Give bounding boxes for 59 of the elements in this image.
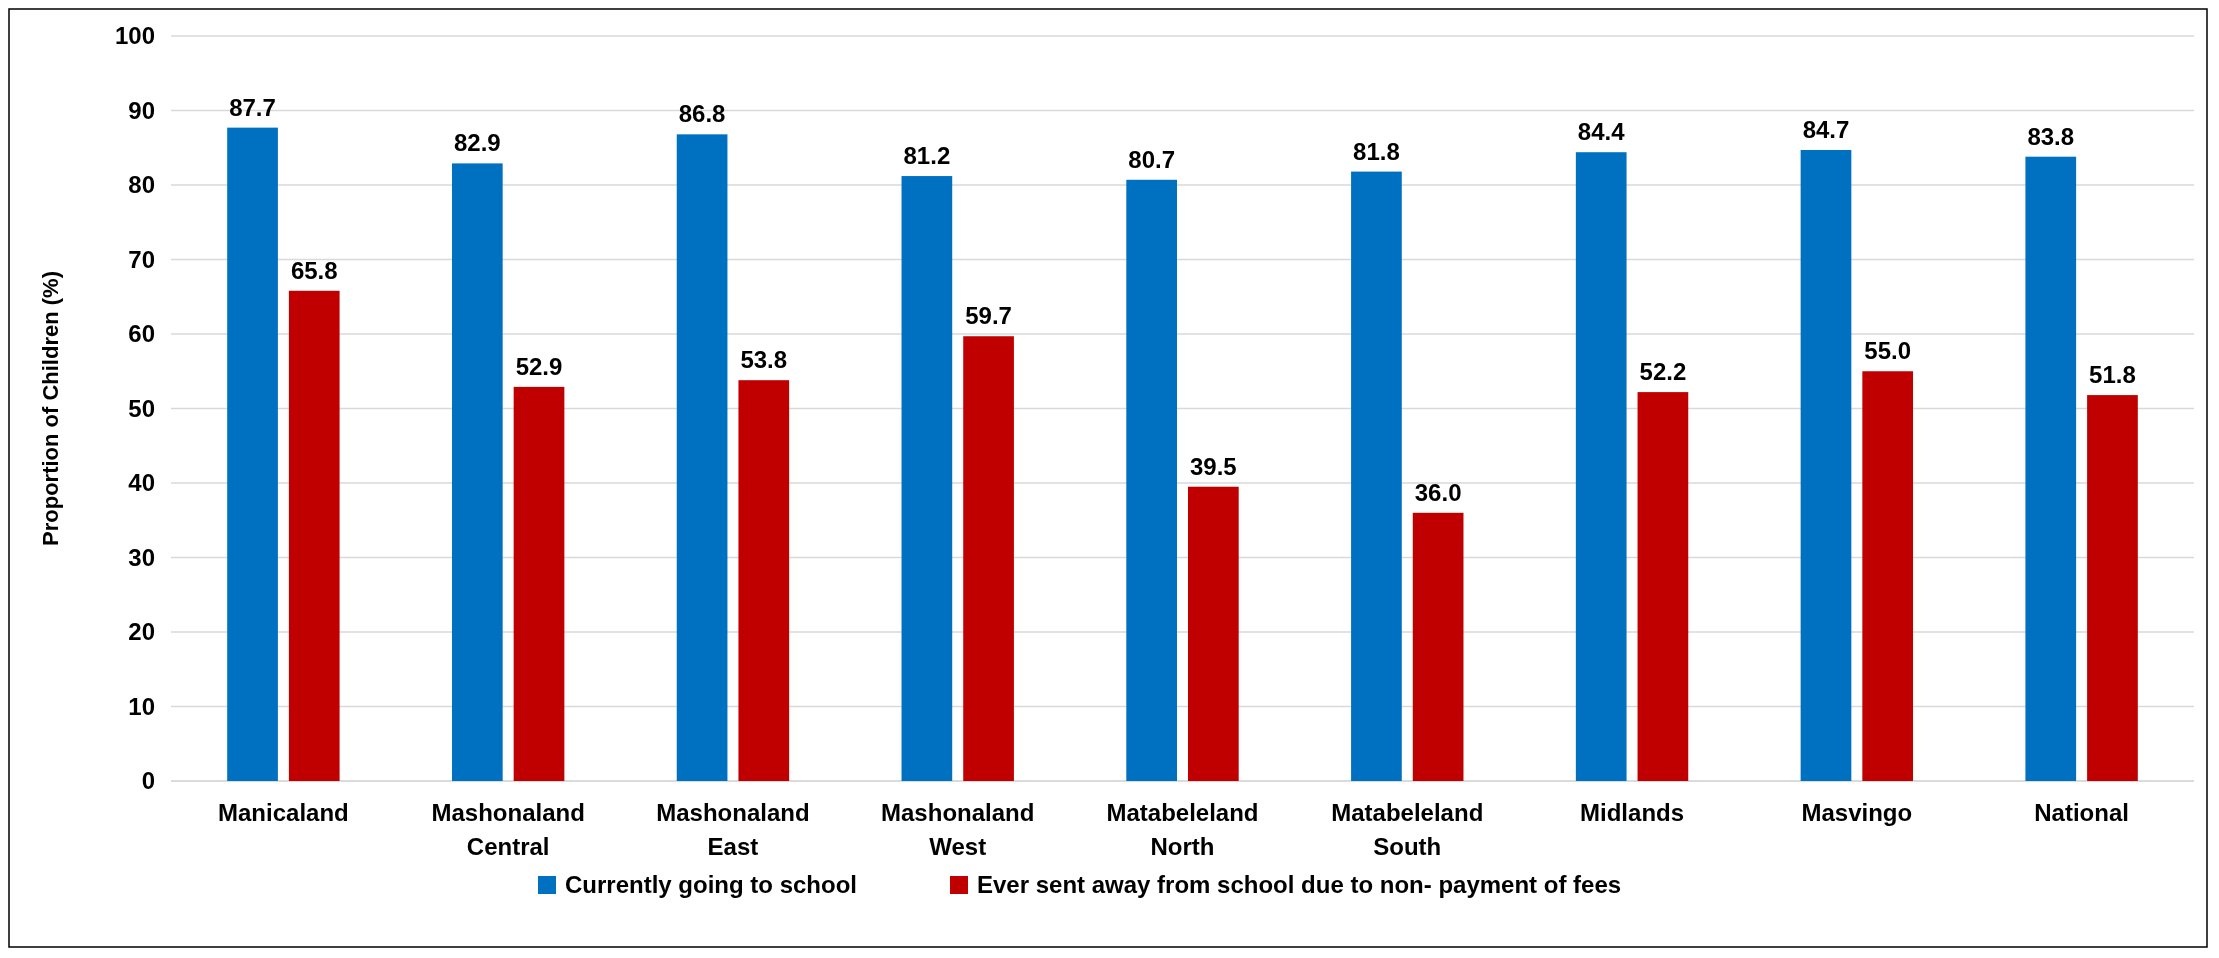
x-tick-label: Midlands	[1580, 799, 1685, 826]
data-label: 84.4	[1577, 118, 1626, 146]
y-tick-label: 20	[128, 618, 155, 646]
y-tick-label: 90	[128, 96, 155, 124]
data-label: 59.7	[965, 302, 1012, 330]
bar	[963, 336, 1014, 781]
y-axis-title: Proportion of Children (%)	[38, 271, 63, 546]
data-label: 84.7	[1802, 115, 1850, 143]
y-tick-label: 30	[128, 543, 155, 571]
data-label: 86.8	[678, 100, 726, 128]
data-label: 55.0	[1864, 337, 1912, 365]
x-tick-label: Masvingo	[1801, 799, 1913, 826]
legend-label: Currently going to school	[565, 871, 857, 899]
x-tick-label: National	[2034, 799, 2129, 826]
y-tick-label: 0	[141, 767, 155, 795]
data-label: 81.8	[1353, 137, 1400, 165]
bar	[1412, 512, 1464, 781]
data-label: 87.7	[229, 93, 276, 121]
bar	[2087, 395, 2138, 781]
bar	[1575, 152, 1627, 781]
data-label: 39.5	[1189, 452, 1237, 480]
bar	[2025, 156, 2077, 781]
bar	[1351, 171, 1402, 781]
x-tick-label: Matabeleland South	[1331, 799, 1484, 860]
bar	[1126, 179, 1177, 781]
data-label: 65.8	[290, 256, 338, 284]
data-label: 36.0	[1414, 478, 1462, 506]
bar	[676, 134, 728, 781]
bar	[738, 380, 790, 781]
data-label: 82.9	[453, 129, 501, 157]
bar	[1637, 392, 1689, 781]
bar	[901, 176, 953, 781]
y-tick-label: 70	[128, 245, 155, 273]
x-tick-label: Mashonaland Central	[431, 799, 585, 860]
y-tick-label: 50	[128, 394, 155, 422]
y-tick-label: 10	[128, 692, 155, 720]
data-label: 52.9	[515, 352, 563, 380]
bar	[1188, 486, 1239, 781]
bar	[1862, 371, 1914, 781]
y-tick-label: 80	[128, 171, 155, 199]
data-label: 81.2	[903, 142, 951, 170]
bar	[451, 163, 503, 781]
x-tick-label: Mashonaland West	[881, 799, 1035, 860]
data-label: 80.7	[1128, 145, 1176, 173]
data-label: 83.8	[2027, 122, 2075, 150]
y-tick-label: 100	[114, 22, 155, 50]
legend-label: Ever sent away from school due to non- payment of fees	[977, 871, 1622, 899]
data-label: 53.8	[740, 346, 788, 374]
x-tick-label: Manicaland	[218, 799, 349, 826]
bar	[1800, 149, 1852, 781]
bar	[227, 127, 278, 781]
y-tick-label: 40	[128, 469, 155, 497]
bar	[288, 290, 340, 781]
y-tick-label: 60	[128, 320, 155, 348]
data-label: 52.2	[1639, 358, 1687, 386]
x-tick-label: Matabeleland North	[1106, 799, 1259, 860]
x-tick-label: Mashonaland East	[656, 799, 810, 860]
bar	[513, 386, 565, 781]
data-label: 51.8	[2089, 361, 2136, 389]
